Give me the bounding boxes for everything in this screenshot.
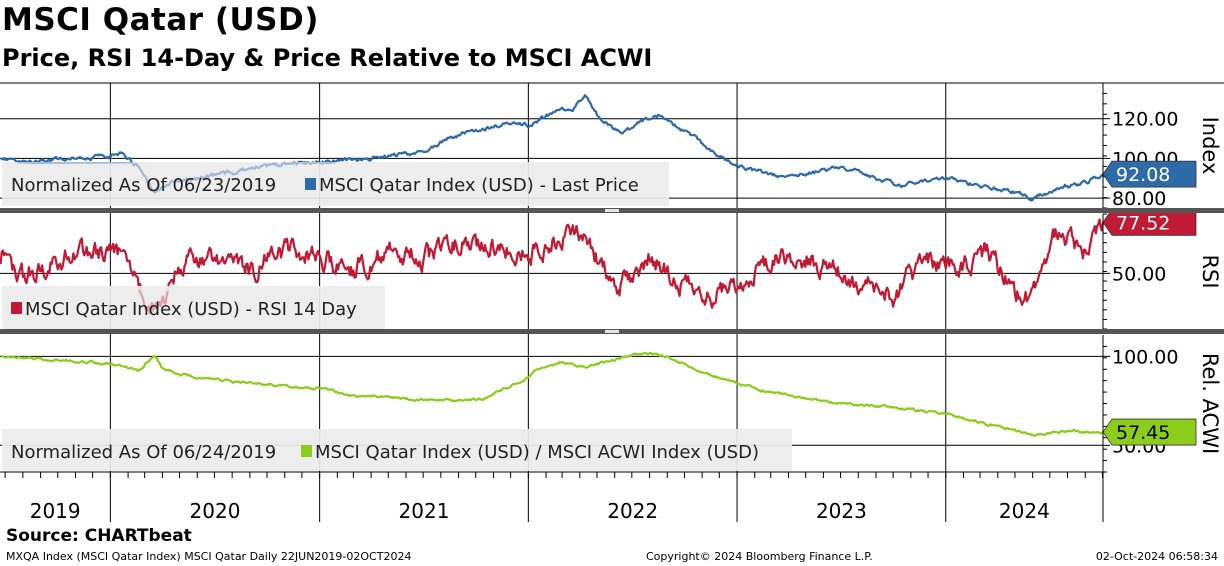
panel-divider-handle <box>605 209 619 212</box>
chart-subtitle: Price, RSI 14-Day & Price Relative to MS… <box>2 44 653 72</box>
price-legend-label: MSCI Qatar Index (USD) - Last Price <box>319 175 639 196</box>
x-year-label: 2020 <box>190 499 241 523</box>
price-last-value-tag <box>1102 160 1197 188</box>
price-axis-title: Index <box>1198 117 1222 175</box>
price-tick-label: 120.00 <box>1112 109 1178 131</box>
relative-tick-label: 100.00 <box>1112 346 1178 368</box>
x-year-label: 2023 <box>816 499 867 523</box>
panel-divider-handle <box>605 330 619 333</box>
rsi-axis-title: RSI <box>1198 254 1222 288</box>
rsi-series-line-behind-legend <box>138 289 169 314</box>
price-series-line-behind-legend <box>17 162 336 194</box>
relative-axis-title: Rel. ACWI <box>1198 353 1222 454</box>
relative-legend-prefix: Normalized As Of 06/24/2019 <box>11 442 276 463</box>
rsi-legend-label: MSCI Qatar Index (USD) - RSI 14 Day <box>25 299 357 320</box>
chart-title: MSCI Qatar (USD) <box>2 2 319 38</box>
rsi-tick-label: 50.00 <box>1112 263 1166 285</box>
x-year-label: 2021 <box>399 499 450 523</box>
relative-legend-box <box>2 429 792 471</box>
x-year-label: 2024 <box>999 499 1050 523</box>
footer-copyright: Copyright© 2024 Bloomberg Finance L.P. <box>646 550 873 563</box>
x-year-label: 2022 <box>607 499 658 523</box>
price-legend-prefix: Normalized As Of 06/23/2019 <box>11 175 276 196</box>
price-last-value-label: 92.08 <box>1116 164 1170 186</box>
price-tick-label: 80.00 <box>1112 188 1166 210</box>
rsi-series-line <box>0 218 1105 315</box>
price-legend-swatch <box>305 178 316 190</box>
relative-legend-swatch <box>301 445 312 457</box>
rsi-legend-swatch <box>11 302 22 314</box>
relative-last-value-label: 57.45 <box>1116 422 1170 444</box>
relative-legend-label: MSCI Qatar Index (USD) / MSCI ACWI Index… <box>315 442 759 463</box>
footer-timestamp: 02-Oct-2024 06:58:34 <box>1095 550 1218 563</box>
x-year-label: 2019 <box>30 499 81 523</box>
relative-last-value-tag <box>1102 418 1197 446</box>
source-line: Source: CHARTbeat <box>6 526 192 546</box>
relative-series-line <box>1 351 1104 437</box>
rsi-legend-box <box>2 286 385 330</box>
price-legend-box <box>2 162 669 206</box>
footer-ticker-info: MXQA Index (MSCI Qatar Index) MSCI Qatar… <box>6 550 412 563</box>
rsi-last-value-label: 77.52 <box>1116 212 1170 234</box>
